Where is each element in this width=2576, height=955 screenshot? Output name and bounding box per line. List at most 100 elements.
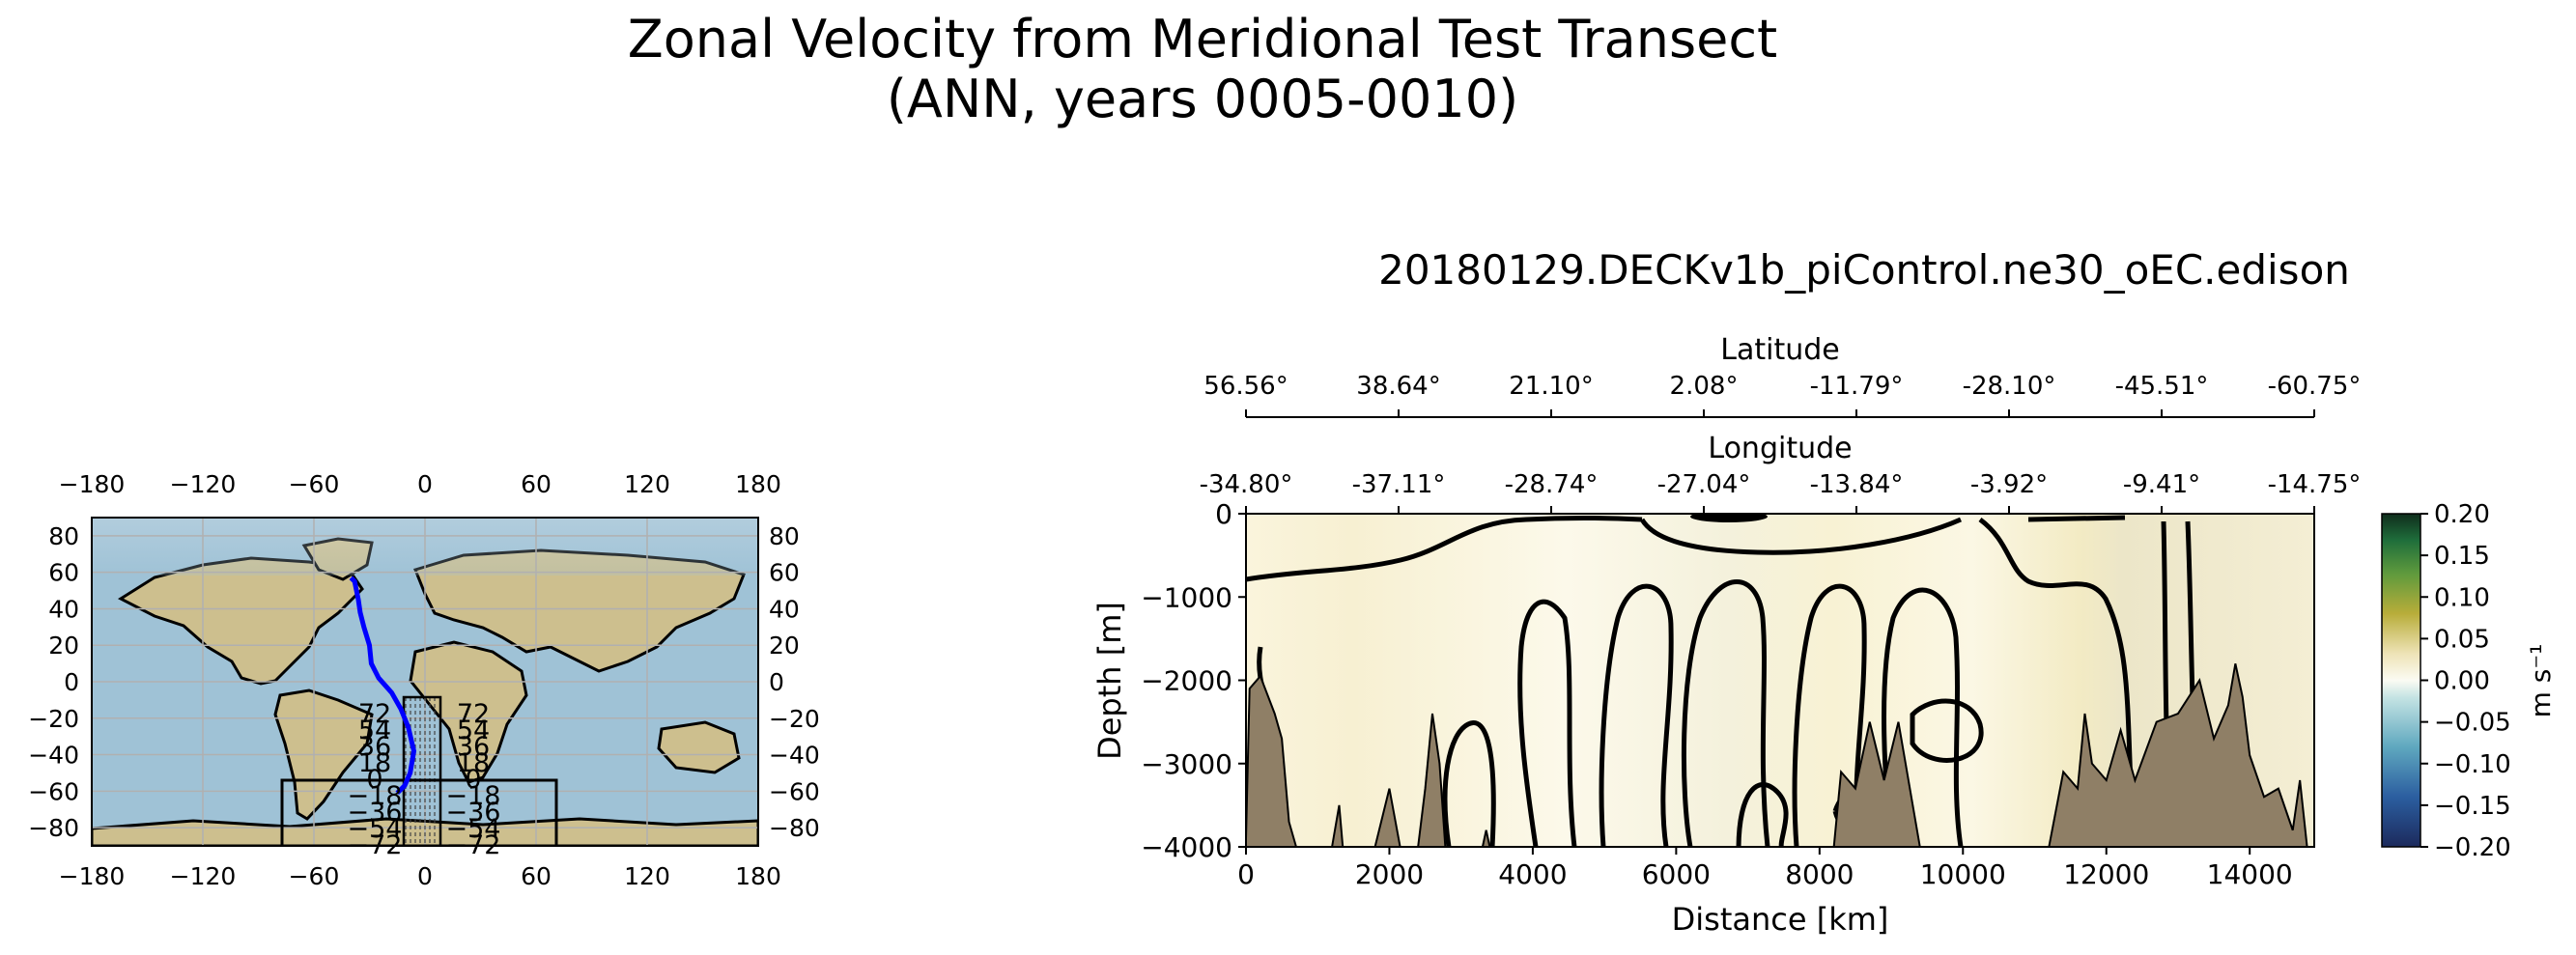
- overlap-latitude-label: 36: [358, 732, 391, 762]
- figure-title-line2: (ANN, years 0005-0010): [886, 69, 1519, 129]
- map-left-tick-label: −80: [28, 814, 79, 842]
- x-tick-label: 0: [1237, 858, 1255, 890]
- map-bottom-tick-label: 60: [521, 862, 552, 890]
- contour-line: [1736, 782, 1789, 847]
- x-tick-label: 4000: [1498, 858, 1567, 890]
- longitude-tick-label: -27.04°: [1657, 470, 1751, 499]
- longitude-tick-label: -9.41°: [2123, 470, 2200, 499]
- y-tick-label: 0: [1215, 498, 1232, 530]
- colorbar-tick-label: −0.10: [2434, 750, 2511, 779]
- longitude-tick-label: -14.75°: [2268, 470, 2362, 499]
- map-left-tick-label: −20: [28, 705, 79, 733]
- longitude-axis-label: Longitude: [1708, 432, 1852, 465]
- overlap-latitude-label: −72: [348, 830, 403, 860]
- map-bottom-tick-label: 0: [417, 862, 433, 890]
- contour-line: [1681, 579, 1770, 847]
- map-right-tick-label: 40: [769, 595, 800, 623]
- map-left-tick-label: 0: [64, 668, 79, 696]
- x-tick-label: 10000: [1920, 858, 2006, 890]
- transect-line: [349, 576, 417, 796]
- map-right-tick-label: 60: [769, 559, 800, 587]
- velocity-section-plot: 0 2000 4000 6000 8000 10000 12000 14000 0 −1000 −…: [1091, 333, 2557, 938]
- longitude-tick-label: -13.84°: [1810, 470, 1904, 499]
- x-tick-label: 6000: [1642, 858, 1711, 890]
- colorbar-label: m s⁻¹: [2525, 644, 2557, 718]
- map-top-tick-label: 0: [417, 470, 433, 498]
- map-top-tick-label: −120: [170, 470, 237, 498]
- overlap-latitude-label: 36: [457, 732, 490, 762]
- overlap-latitude-label: 54: [457, 716, 490, 745]
- x-tick-label: 12000: [2063, 858, 2149, 890]
- overlap-latitude-label: −54: [446, 814, 501, 844]
- overlap-latitude-label: −72: [446, 830, 501, 860]
- surface-current-feature: [1246, 514, 1430, 572]
- overlap-latitude-label: −18: [348, 781, 403, 811]
- map-right-tick-label: −80: [769, 814, 820, 842]
- colorbar-tick-label: 0.00: [2434, 667, 2490, 696]
- map-right-tick-label: 20: [769, 632, 800, 660]
- map-top-tick-label: 180: [735, 470, 781, 498]
- bathymetry: [1246, 663, 2314, 847]
- contour-line: [1639, 517, 1963, 555]
- map-right-tick-label: 80: [769, 522, 800, 550]
- y-tick-label: −2000: [1141, 665, 1232, 697]
- latitude-tick-label: 21.10°: [1509, 372, 1593, 401]
- y-tick-label: −1000: [1141, 581, 1232, 613]
- colorbar-tick-label: 0.15: [2434, 542, 2490, 571]
- colorbar-tick-label: −0.20: [2434, 833, 2511, 862]
- overlap-latitude-label: −54: [348, 814, 403, 844]
- map-right-tick-label: −40: [769, 742, 820, 770]
- overlap-latitude-label: 18: [457, 748, 490, 778]
- map-bottom-tick-label: −60: [289, 862, 340, 890]
- latitude-tick-label: 2.08°: [1670, 372, 1739, 401]
- overlap-latitude-label: 0: [366, 765, 382, 795]
- contour-line: [1978, 517, 2137, 847]
- overlap-latitude-label: 72: [358, 699, 391, 729]
- contour-line: [1442, 720, 1496, 847]
- map-left-tick-label: 40: [48, 595, 79, 623]
- longitude-tick-label: -37.11°: [1352, 470, 1446, 499]
- latitude-tick-label: 38.64°: [1356, 372, 1440, 401]
- colorbar-tick-label: 0.20: [2434, 500, 2490, 529]
- contour-line: [1246, 516, 1643, 582]
- contour-line: [2027, 515, 2126, 522]
- colorbar-tick-label: 0.10: [2434, 583, 2490, 612]
- map-right-tick-label: −20: [769, 705, 820, 733]
- y-tick-label: −4000: [1141, 831, 1232, 863]
- latitude-tick-label: -11.79°: [1810, 372, 1904, 401]
- map-left-tick-label: 80: [48, 522, 79, 550]
- map-top-tick-label: 120: [624, 470, 670, 498]
- continents: [92, 537, 758, 846]
- latitude-tick-label: -45.51°: [2115, 372, 2209, 401]
- colorbar-tick-label: −0.15: [2434, 792, 2511, 821]
- map-bottom-tick-label: 120: [624, 862, 670, 890]
- latitude-tick-label: 56.56°: [1203, 372, 1288, 401]
- x-tick-label: 8000: [1785, 858, 1854, 890]
- x-tick-label: 14000: [2207, 858, 2293, 890]
- x-tick-label: 2000: [1355, 858, 1424, 890]
- y-tick-label: −3000: [1141, 748, 1232, 780]
- contour-line: [1599, 583, 1674, 847]
- map-right-tick-label: −60: [769, 777, 820, 805]
- transect-location-map: −180 −120 −60 0 60 120 180 −180 −120 −60 0 60 120 18…: [28, 470, 820, 890]
- contour-line: [1882, 587, 1964, 847]
- map-top-tick-label: −180: [59, 470, 126, 498]
- overlap-latitude-label: 18: [358, 748, 391, 778]
- latitude-axis-label: Latitude: [1720, 333, 1839, 367]
- latitude-tick-label: -60.75°: [2268, 372, 2362, 401]
- africa-land: [409, 640, 528, 784]
- overlap-latitude-label: −36: [446, 798, 501, 828]
- panel-title: 20180129.DECKv1b_piControl.ne30_oEC.edis…: [1378, 246, 2350, 294]
- map-top-tick-label: 60: [521, 470, 552, 498]
- contour-line: [1792, 583, 1867, 847]
- figure-title-line1: Zonal Velocity from Meridional Test Tran…: [627, 9, 1778, 70]
- longitude-tick-label: -34.80°: [1200, 470, 1293, 499]
- overlap-latitude-label: 72: [457, 699, 490, 729]
- map-bottom-tick-label: −180: [59, 862, 126, 890]
- colorbar-tick-label: −0.05: [2434, 709, 2511, 738]
- map-bottom-tick-label: −120: [170, 862, 237, 890]
- overlap-latitude-label: 0: [465, 765, 481, 795]
- colorbar-tick-label: 0.05: [2434, 625, 2490, 654]
- inset-frame: [280, 778, 558, 846]
- overlap-latitude-label: −18: [446, 781, 501, 811]
